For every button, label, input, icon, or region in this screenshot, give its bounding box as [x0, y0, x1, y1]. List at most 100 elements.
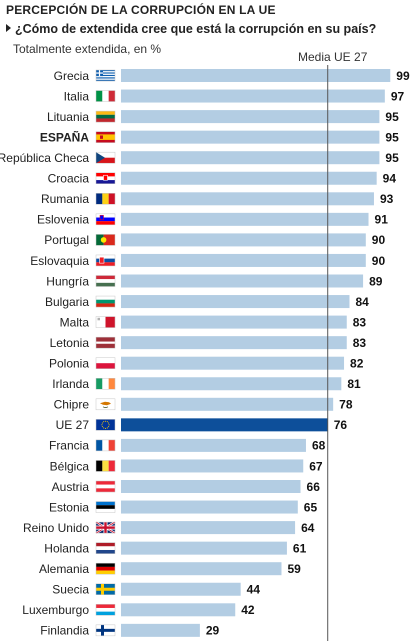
category-labels: Grecia Italia Lituania ESPAÑA República Chec…	[0, 69, 90, 638]
value-label: 44	[247, 583, 261, 597]
value-label: 76	[334, 418, 348, 432]
value-label: 95	[385, 110, 399, 124]
value-label: 61	[293, 541, 307, 555]
latvia-flag-icon	[95, 336, 116, 349]
category-label: Eslovenia	[37, 213, 89, 227]
czech-republic-flag-icon	[95, 151, 116, 164]
value-label: 59	[287, 562, 301, 576]
category-label: Alemania	[39, 562, 89, 576]
luxembourg-flag-icon	[95, 604, 116, 616]
bar-belgica	[121, 459, 304, 473]
slovakia-flag-icon	[95, 254, 116, 267]
bar-francia	[121, 438, 306, 452]
category-label: Portugal	[44, 233, 89, 247]
bar-holanda	[121, 541, 287, 555]
bar-bulgaria	[121, 295, 350, 309]
bar-eslovaquia	[121, 253, 366, 267]
bar-estonia	[121, 500, 298, 514]
value-label: 99	[396, 69, 410, 83]
bar-polonia	[121, 356, 345, 370]
bar-finlandia	[121, 623, 200, 637]
bar-eslovenia	[121, 212, 369, 226]
france-flag-icon	[95, 439, 116, 452]
value-label: 66	[307, 480, 321, 494]
slovenia-flag-icon	[95, 213, 116, 226]
croatia-flag-icon	[95, 172, 116, 184]
category-label: Estonia	[49, 500, 89, 514]
germany-flag-icon	[95, 562, 116, 575]
category-label: Chipre	[54, 398, 90, 412]
category-label: Reino Unido	[23, 521, 89, 535]
value-label: 81	[347, 377, 361, 391]
bar-irlanda	[121, 377, 342, 391]
sweden-flag-icon	[95, 583, 116, 595]
value-label: 67	[309, 459, 323, 473]
value-label: 65	[304, 500, 318, 514]
greece-flag-icon	[95, 69, 116, 82]
spain-flag-icon	[95, 131, 116, 143]
bar-malta	[121, 315, 347, 329]
value-label: 83	[353, 315, 367, 329]
category-label: Malta	[60, 315, 90, 329]
value-label: 42	[241, 603, 255, 617]
mean-line-label: Media UE 27	[298, 50, 368, 64]
bar-ue-27	[121, 418, 328, 432]
value-label: 68	[312, 439, 326, 453]
malta-flag-icon	[95, 316, 116, 328]
value-label: 90	[372, 233, 386, 247]
bar-lituania	[121, 110, 380, 124]
value-label: 91	[375, 213, 389, 227]
category-label: Letonia	[50, 336, 90, 350]
bar-portugal	[121, 233, 366, 247]
bar-suecia	[121, 582, 241, 596]
value-label: 64	[301, 521, 315, 535]
category-label: ESPAÑA	[40, 129, 89, 144]
bar-austria	[121, 480, 301, 493]
eu-flag-icon	[95, 419, 116, 431]
category-label: Eslovaquia	[30, 254, 89, 268]
category-label: Bélgica	[50, 459, 90, 473]
netherlands-flag-icon	[95, 542, 116, 554]
value-label: 93	[380, 192, 394, 206]
bar-croacia	[121, 171, 377, 185]
category-label: Polonia	[49, 357, 89, 371]
question-text: ¿Cómo de extendida cree que está la corr…	[15, 22, 377, 36]
value-label: 82	[350, 357, 364, 371]
portugal-flag-icon	[95, 234, 116, 246]
bars	[121, 69, 391, 637]
category-label: Croacia	[48, 172, 90, 186]
category-label: Suecia	[52, 583, 89, 597]
chart-subtitle: ¿Cómo de extendida cree que está la corr…	[6, 22, 376, 36]
chart-title: PERCEPCIÓN DE LA CORRUPCIÓN EN LA UE	[6, 3, 276, 17]
value-label: 95	[385, 151, 399, 165]
category-label: República Checa	[0, 151, 89, 165]
bar-republica-checa	[121, 151, 380, 165]
estonia-flag-icon	[95, 501, 116, 513]
ireland-flag-icon	[95, 378, 116, 390]
category-label: Finlandia	[40, 624, 89, 638]
category-label: Italia	[64, 89, 90, 103]
value-label: 95	[385, 130, 399, 144]
value-label: 83	[353, 336, 367, 350]
value-label: 29	[206, 624, 220, 638]
bar-reino-unido	[121, 521, 296, 535]
category-label: Holanda	[44, 541, 89, 555]
finland-flag-icon	[95, 624, 116, 637]
category-label: Grecia	[54, 69, 90, 83]
italy-flag-icon	[95, 90, 116, 102]
value-label: 84	[355, 295, 369, 309]
arrow-icon	[6, 24, 11, 32]
bar-espana	[121, 130, 380, 144]
value-label: 78	[339, 398, 353, 412]
flags	[95, 69, 116, 637]
cyprus-flag-icon	[95, 398, 116, 411]
bar-chipre	[121, 397, 334, 411]
united-kingdom-flag-icon	[95, 521, 116, 535]
unit-label: Totalmente extendida, en %	[13, 42, 162, 56]
value-label: 90	[372, 254, 386, 268]
value-label: 94	[383, 172, 397, 186]
category-label: Austria	[52, 480, 90, 494]
bar-letonia	[121, 336, 347, 350]
